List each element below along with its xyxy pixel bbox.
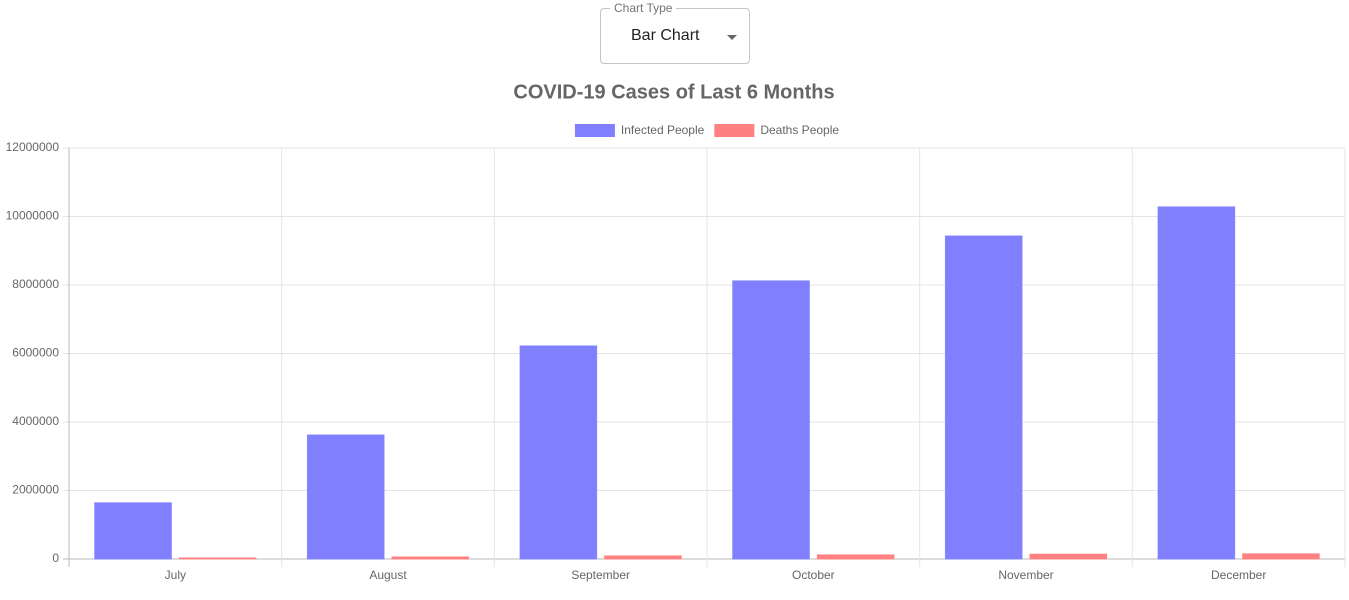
bar [732,280,810,560]
legend-swatch [574,124,615,137]
bar [391,556,470,560]
x-tick-label: July [165,568,186,582]
x-tick-label: August [369,568,407,582]
y-tick-label: 10000000 [6,209,60,223]
x-tick-label: November [998,568,1053,582]
y-tick-label: 0 [52,551,59,565]
select-value: Bar Chart [631,27,700,44]
bar [604,555,682,560]
legend: Infected People Deaths People [574,123,839,137]
x-tick-label: December [1211,568,1266,582]
y-tick-label: 2000000 [12,483,59,497]
select-label: Chart Type [610,1,677,15]
select-arrow [727,35,737,40]
legend-label: Deaths People [760,123,839,137]
bar [1157,206,1236,560]
legend-label: Infected People [621,123,705,137]
legend-swatch [714,124,755,137]
y-tick-label: 6000000 [12,346,59,360]
bar [1029,553,1108,560]
y-tick-label: 12000000 [6,140,60,154]
y-tick-label: 4000000 [12,414,59,428]
bar [178,557,257,560]
bar [306,434,385,560]
bar [1242,553,1320,560]
bar [519,345,598,560]
x-tick-label: September [571,568,630,582]
x-tick-label: October [792,568,835,582]
bar [816,554,895,560]
chart-type-select[interactable]: Chart Type Bar Chart [600,1,750,64]
chart-title: COVID-19 Cases of Last 6 Months [513,81,834,103]
bar [944,235,1023,560]
y-tick-label: 8000000 [12,277,59,291]
bar [94,502,172,560]
